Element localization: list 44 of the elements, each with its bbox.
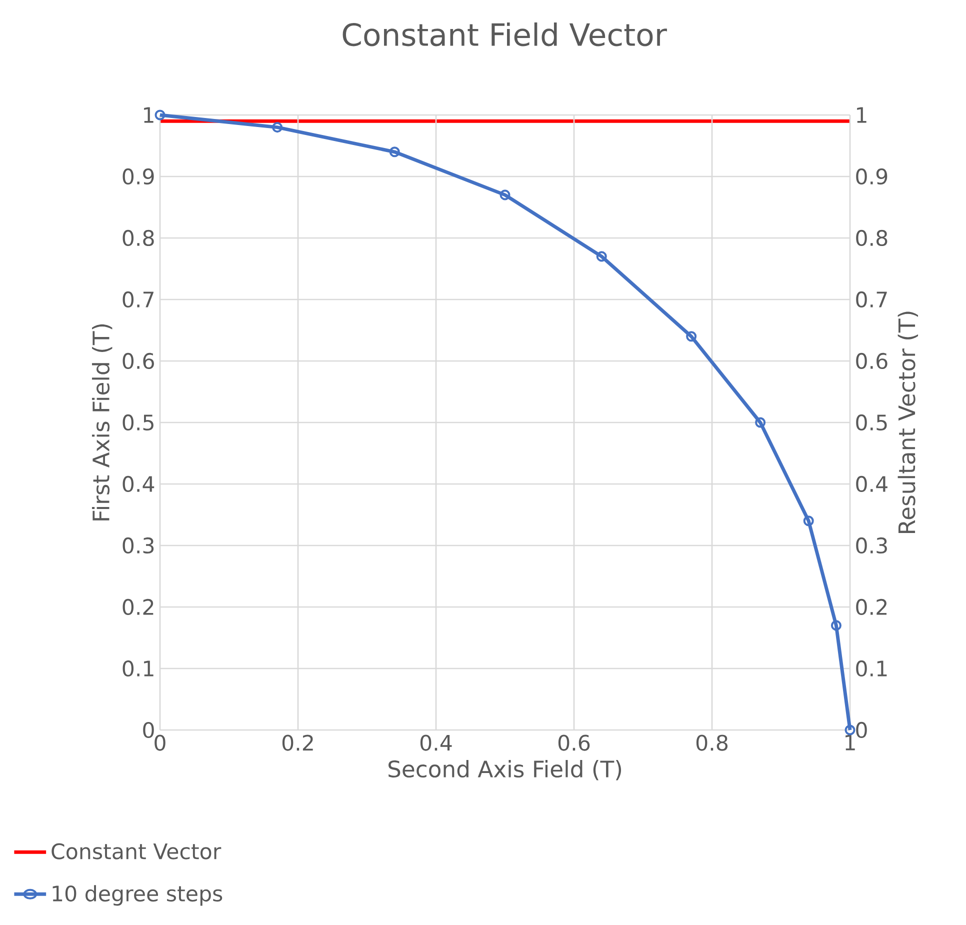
y-tick-label: 0.3: [122, 537, 154, 554]
point: [500, 190, 510, 200]
y-tick-label: 0: [143, 722, 154, 738]
y-tick-label: 0.7: [122, 291, 154, 308]
y2-tick-label: 0.9: [856, 168, 888, 185]
y-tick-label: 0.2: [122, 598, 154, 616]
point: [686, 331, 697, 342]
y-tick-label: 0.9: [122, 168, 154, 185]
legend-label: 10 degree steps: [52, 885, 222, 906]
y-tick-label: 0.1: [122, 660, 154, 677]
y-tick-label: 0.6: [122, 352, 154, 370]
x-tick-label: 1: [846, 734, 855, 750]
y2-tick-label: 1: [857, 107, 866, 123]
y2-tick-label: 0.1: [856, 660, 887, 677]
point: [596, 251, 607, 262]
x-axis-title: Second Axis Field (T): [388, 760, 622, 780]
chart-title: Constant Field Vector: [342, 22, 667, 46]
y2-tick-label: 0.4: [856, 476, 888, 492]
y2-tick-label: 0: [856, 722, 867, 738]
y-tick-label: 0.4: [122, 476, 154, 492]
point: [272, 122, 283, 133]
y-tick-label: 0.8: [122, 230, 154, 246]
point: [844, 724, 856, 736]
x-tick-label: 0.8: [696, 734, 728, 751]
legend-label: Constant Vector: [52, 843, 222, 860]
x-tick-label: 0.6: [558, 734, 590, 751]
y2-tick-label: 0.8: [856, 230, 888, 246]
x-tick-label: 0.2: [282, 734, 313, 751]
point: [154, 110, 166, 120]
x-tick-label: 0: [154, 734, 166, 751]
point: [830, 620, 842, 631]
y-tick-label: 0.5: [122, 414, 154, 431]
y2-tick-label: 0.7: [856, 291, 887, 308]
y2-tick-label: 0.5: [856, 414, 887, 431]
y-tick-label: 1: [144, 107, 154, 123]
x-tick-label: 0.4: [420, 734, 452, 751]
point: [803, 516, 814, 526]
y2-tick-label: 0.2: [856, 598, 887, 616]
y2-tick-label: 0.3: [856, 537, 887, 554]
point: [755, 417, 766, 428]
y2-tick-label: 0.6: [856, 352, 888, 370]
y-axis-title: First Axis Field (T): [92, 324, 112, 520]
point: [389, 146, 400, 158]
y2-axis-title: Resultant Vector (T): [898, 312, 918, 533]
